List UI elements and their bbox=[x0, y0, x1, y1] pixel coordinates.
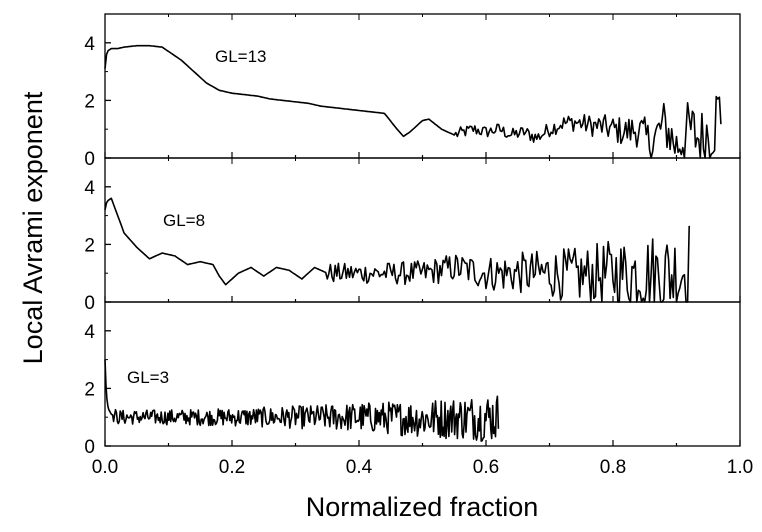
x-tick-label: 0.2 bbox=[219, 457, 245, 478]
series-line-gl8 bbox=[104, 197, 690, 303]
series-lines bbox=[104, 44, 722, 442]
axis-ticks bbox=[104, 14, 741, 447]
panel-frames bbox=[104, 13, 741, 447]
y-tick-label: 2 bbox=[84, 235, 95, 256]
tick-labels: 0 2 4 0 2 4 0 2 4 0.0 0.2 0.4 0.6 0.8 1.0 bbox=[84, 34, 753, 478]
y-tick-label: 4 bbox=[84, 34, 95, 55]
series-line-gl13 bbox=[104, 44, 722, 159]
y-tick-label: 4 bbox=[84, 178, 95, 199]
panel-frame bbox=[104, 157, 741, 303]
y-tick-label: 0 bbox=[84, 293, 95, 314]
y-tick-label: 0 bbox=[84, 437, 95, 458]
y-axis-title: Local Avrami exponent bbox=[18, 91, 48, 364]
y-tick-label: 4 bbox=[84, 322, 95, 343]
y-tick-label: 0 bbox=[84, 149, 95, 170]
x-tick-label: 1.0 bbox=[727, 457, 753, 478]
x-axis-title: Normalized fraction bbox=[306, 492, 539, 522]
panel-frame bbox=[104, 13, 741, 159]
panel-label: GL=13 bbox=[215, 47, 267, 66]
y-tick-label: 2 bbox=[84, 379, 95, 400]
x-tick-label: 0.0 bbox=[92, 457, 118, 478]
x-tick-label: 0.8 bbox=[600, 457, 626, 478]
x-tick-label: 0.4 bbox=[346, 457, 373, 478]
panel-label: GL=3 bbox=[127, 368, 169, 387]
y-tick-label: 2 bbox=[84, 91, 95, 112]
panel-label: GL=8 bbox=[163, 211, 205, 230]
series-line-gl3 bbox=[104, 359, 500, 442]
panel-labels: GL=13 GL=8 GL=3 bbox=[127, 47, 267, 387]
x-tick-label: 0.6 bbox=[473, 457, 499, 478]
